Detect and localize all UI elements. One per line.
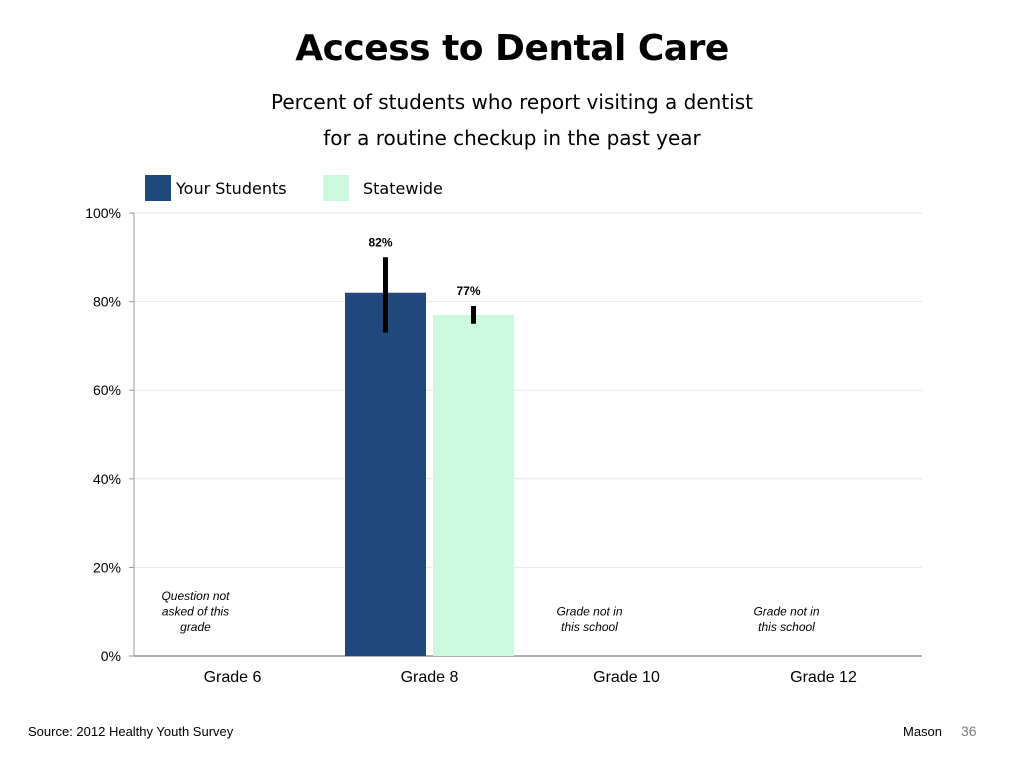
author-name: Mason: [903, 724, 943, 739]
annotation-grade-10: Grade not in this school: [556, 605, 622, 635]
y-tick-label: 80%: [93, 294, 121, 310]
slide-subtitle: Percent of students who report visiting …: [271, 90, 753, 150]
y-tick-label: 60%: [93, 382, 121, 398]
page-number: 36: [961, 723, 977, 739]
bar-your-students-grade-8: [345, 292, 426, 656]
slide-title: Access to Dental Care: [295, 28, 729, 69]
y-tick-label: 40%: [93, 471, 121, 487]
x-tick-label: Grade 6: [204, 669, 262, 686]
bar-statewide-grade-8: [433, 314, 514, 656]
data-label: 82%: [368, 235, 392, 249]
annotation-grade-12: Grade not in this school: [753, 605, 819, 635]
x-tick-label: Grade 12: [790, 669, 857, 686]
legend-label-your-students: Your Students: [176, 178, 287, 198]
legend-item-statewide: Statewide: [323, 175, 443, 201]
legend-label-statewide: Statewide: [363, 178, 443, 198]
legend-swatch-your-students: [145, 175, 171, 201]
annotation-grade-6: Question not asked of this grade: [161, 589, 230, 634]
data-label: 77%: [456, 284, 480, 298]
x-tick-label: Grade 10: [593, 669, 660, 686]
y-tick-label: 0%: [101, 648, 121, 664]
x-tick-label: Grade 8: [401, 669, 459, 686]
y-tick-label: 100%: [85, 205, 121, 221]
legend-swatch-statewide: [323, 175, 349, 201]
legend-item-your-students: Your Students: [145, 175, 287, 201]
y-tick-label: 20%: [93, 559, 121, 575]
source-note: Source: 2012 Healthy Youth Survey: [28, 724, 234, 739]
